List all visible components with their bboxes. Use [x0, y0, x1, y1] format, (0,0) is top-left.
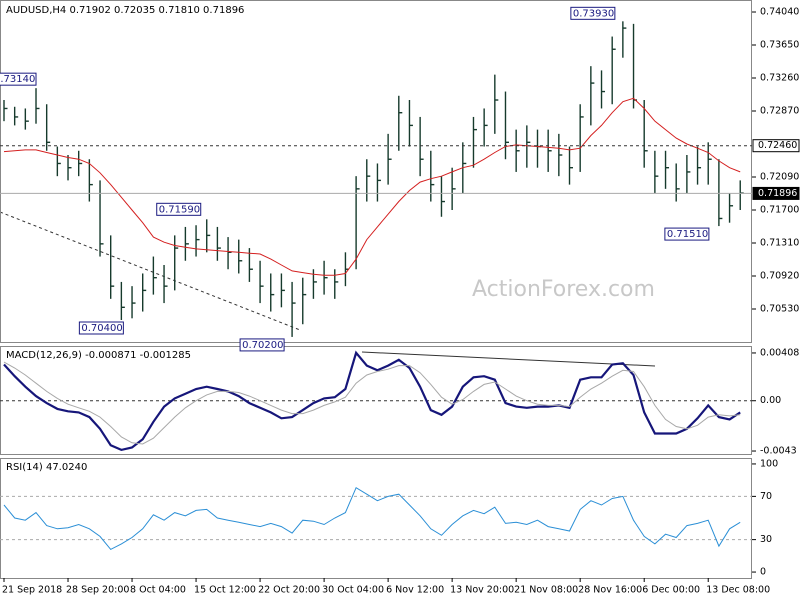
annotation-box: [0, 72, 37, 86]
y-tick-label: 0.74040: [760, 7, 799, 18]
x-tick-label: 28 Sep 20:00: [66, 585, 129, 596]
price-panel: [0, 0, 752, 343]
x-tick-label: 28 Nov 16:00: [578, 585, 642, 596]
x-tick-label: 13 Nov 20:00: [450, 585, 514, 596]
y-tick-label: 0: [760, 567, 766, 578]
y-tick-label: -0.0043: [760, 446, 797, 457]
macd-trend-line: [361, 351, 656, 367]
y-tick-label: 100: [760, 458, 778, 469]
series-line: [3, 97, 741, 276]
y-tick-label: 0.72870: [760, 106, 799, 117]
series-line: [3, 350, 741, 452]
y-tick-label: 0.71700: [760, 205, 799, 216]
annotation: 0.70400: [81, 323, 122, 334]
annotation-box: [78, 321, 124, 335]
level-box: [752, 186, 800, 200]
y-tick-label: 0.70530: [760, 304, 799, 315]
x-tick-label: 8 Oct 04:00: [130, 585, 186, 596]
series-line: [3, 361, 741, 445]
annotation-box: [570, 6, 616, 20]
annotation: 0.73930: [573, 8, 614, 19]
rsi-title: RSI(14) 47.0240: [6, 462, 87, 473]
watermark: ActionForex.com: [472, 277, 655, 302]
annotation: 0.73140: [0, 74, 35, 85]
y-tick-label: 0.00: [760, 395, 781, 406]
rsi-panel: [0, 458, 752, 579]
macd-title: MACD(12,26,9) -0.000871 -0.001285: [6, 350, 191, 361]
y-tick-label: 0.73260: [760, 73, 799, 84]
annotation: 0.71590: [159, 204, 200, 215]
x-tick-label: 6 Nov 12:00: [386, 585, 444, 596]
annotation: 0.71510: [667, 229, 708, 240]
x-tick-label: 21 Nov 08:00: [514, 585, 578, 596]
annotation-box: [664, 227, 710, 241]
x-tick-label: 22 Oct 20:00: [258, 585, 320, 596]
y-tick-label: 70: [760, 491, 772, 502]
series-line: [3, 486, 741, 551]
y-tick-label: 30: [760, 534, 772, 545]
y-tick-label: 0.71310: [760, 238, 799, 249]
level-label: 0.72460: [758, 140, 797, 151]
price-title: AUDUSD,H4 0.71902 0.72035 0.71810 0.7189…: [6, 5, 244, 16]
y-tick-label: 0.72090: [760, 172, 799, 183]
x-tick-label: 30 Oct 04:00: [322, 585, 384, 596]
level-label: 0.71896: [758, 188, 797, 199]
annotation-box: [156, 202, 202, 216]
annotation-box: [239, 338, 285, 352]
x-tick-label: 15 Oct 12:00: [194, 585, 256, 596]
x-tick-label: 6 Dec 00:00: [642, 585, 700, 596]
x-tick-label: 13 Dec 08:00: [706, 585, 770, 596]
y-tick-label: 0.004085: [760, 347, 800, 358]
y-tick-label: 0.73650: [760, 40, 799, 51]
x-tick-label: 21 Sep 2018: [2, 585, 62, 596]
level-box: [752, 139, 800, 153]
y-tick-label: 0.70920: [760, 271, 799, 282]
annotation: 0.70200: [242, 340, 283, 351]
